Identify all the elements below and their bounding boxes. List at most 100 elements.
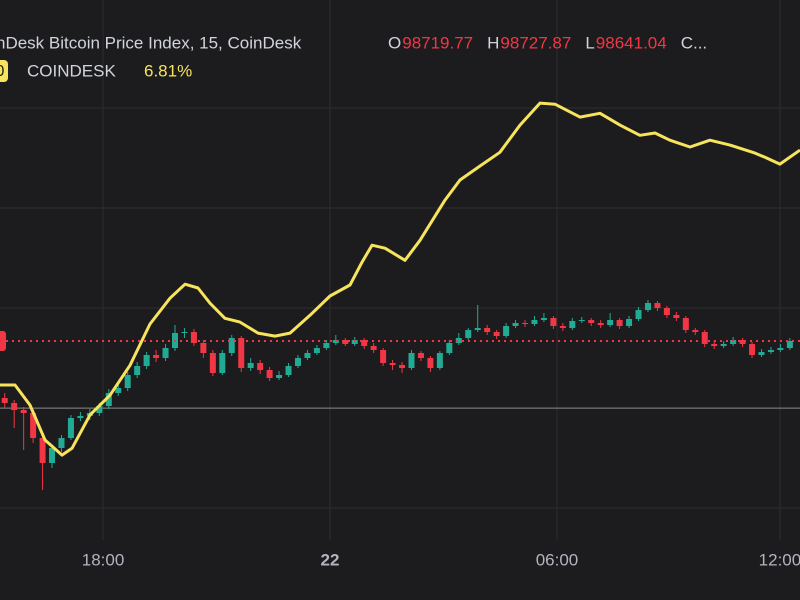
candle-body xyxy=(465,330,472,338)
candle-body xyxy=(663,308,670,315)
candle-body xyxy=(767,350,774,352)
candle-body xyxy=(399,365,406,368)
candle-body xyxy=(786,341,793,348)
candle-body xyxy=(323,343,330,348)
candle-body xyxy=(749,344,756,355)
candle-body xyxy=(39,438,46,463)
candle-body xyxy=(124,375,131,388)
candle-body xyxy=(474,328,481,330)
candle-body xyxy=(20,410,27,413)
candle-body xyxy=(294,358,301,366)
candle-body xyxy=(332,340,339,343)
candle-body xyxy=(635,310,642,319)
legend-badge: 0 xyxy=(0,63,5,80)
candle-body xyxy=(134,366,141,375)
legend-badge-box xyxy=(0,60,8,82)
candle-body xyxy=(77,416,84,418)
candle-body xyxy=(484,328,491,332)
candle-body xyxy=(1,398,8,403)
candle-body xyxy=(105,393,112,406)
candle-body xyxy=(58,438,65,448)
candle-body xyxy=(266,370,273,378)
candle-body xyxy=(436,353,443,368)
candle-body xyxy=(380,350,387,363)
candle-body xyxy=(578,320,585,321)
candle-body xyxy=(190,332,197,343)
ohlc-value: 98727.87 xyxy=(500,33,571,52)
chart-title: nDesk Bitcoin Price Index, 15, CoinDesk xyxy=(0,33,302,52)
x-tick-label: 22 xyxy=(320,550,339,569)
candle-body xyxy=(389,363,396,365)
candle-body xyxy=(153,355,160,358)
candle-body xyxy=(228,338,235,353)
candle-body xyxy=(181,332,188,333)
ohlc-label: H xyxy=(487,33,499,52)
candle-body xyxy=(682,318,689,330)
candle-body xyxy=(701,332,708,344)
candle-body xyxy=(569,321,576,328)
candle-body xyxy=(531,320,538,324)
legend-value: 6.81% xyxy=(144,61,192,80)
candle-body xyxy=(739,340,746,344)
ohlc-label: C... xyxy=(681,33,707,52)
candle-body xyxy=(238,338,245,368)
candle-body xyxy=(285,366,292,375)
candle-body xyxy=(455,338,462,343)
candle-body xyxy=(512,323,519,326)
candle-body xyxy=(550,318,557,326)
candle-body xyxy=(11,403,18,410)
candle-body xyxy=(313,348,320,353)
candle-body xyxy=(30,413,37,438)
plot xyxy=(0,101,800,490)
compare-line xyxy=(0,101,800,457)
candle-body xyxy=(427,358,434,368)
candle-body xyxy=(115,388,122,393)
candle-body xyxy=(408,353,415,368)
candle-body xyxy=(370,346,377,350)
candle-body xyxy=(304,353,311,358)
candle-body xyxy=(209,353,216,373)
candle-body xyxy=(654,303,661,308)
candle-body xyxy=(446,343,453,353)
header: nDesk Bitcoin Price Index, 15, CoinDesk … xyxy=(0,33,707,82)
candle-body xyxy=(200,343,207,353)
candle-body xyxy=(626,319,633,326)
candle-body xyxy=(607,320,614,325)
ohlc-value: 98719.77 xyxy=(402,33,473,52)
candle-body xyxy=(692,330,699,332)
candle-body xyxy=(588,320,595,323)
candle-body xyxy=(758,352,765,355)
candle-body xyxy=(143,355,150,366)
candle-body xyxy=(540,318,547,320)
ohlc-value: 98641.04 xyxy=(596,33,667,52)
candle-body xyxy=(49,448,56,463)
candle-body xyxy=(162,348,169,358)
candle-body xyxy=(673,315,680,318)
candle-body xyxy=(616,320,623,326)
x-tick-label: 06:00 xyxy=(536,550,579,569)
price-tag xyxy=(0,331,6,351)
candle-body xyxy=(276,375,283,378)
candle-body xyxy=(522,323,529,324)
ohlc-label: L xyxy=(585,33,594,52)
legend-name: COINDESK xyxy=(27,61,116,80)
candle-body xyxy=(503,326,510,336)
x-tick-label: 18:00 xyxy=(82,550,125,569)
candle-body xyxy=(711,344,718,346)
candle-body xyxy=(219,353,226,373)
candle-body xyxy=(720,344,727,346)
candle-body xyxy=(361,340,368,346)
x-tick-label: 12:00 xyxy=(759,550,800,569)
candle-body xyxy=(777,348,784,350)
candle-body xyxy=(597,323,604,325)
candle-body xyxy=(559,326,566,328)
candle-body xyxy=(67,418,74,438)
candle-body xyxy=(257,363,264,370)
ohlc-label: O xyxy=(388,33,401,52)
candle-body xyxy=(493,332,500,336)
candle-body xyxy=(247,363,254,368)
candle-body xyxy=(644,303,651,310)
candle-body xyxy=(342,340,349,344)
